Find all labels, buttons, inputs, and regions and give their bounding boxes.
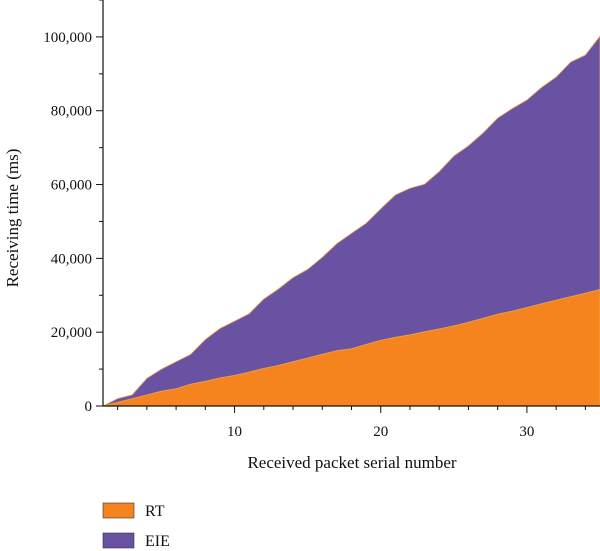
legend-swatch-rt xyxy=(102,502,135,519)
x-axis-title: Received packet serial number xyxy=(247,453,456,472)
x-tick-label: 20 xyxy=(373,424,388,440)
legend: RT EIE xyxy=(102,502,170,550)
y-axis-title: Receiving time (ms) xyxy=(3,149,22,288)
area-eie xyxy=(102,35,600,407)
y-tick-label: 100,000 xyxy=(43,30,92,46)
y-tick-label: 60,000 xyxy=(51,178,92,194)
x-axis-ticks: 10 20 30 xyxy=(117,406,586,440)
x-tick-label: 30 xyxy=(519,424,534,440)
plot-area xyxy=(102,35,600,407)
y-tick-label: 80,000 xyxy=(51,104,92,120)
y-axis-ticks: 0 20,000 40,000 60,000 80,000 100,000 xyxy=(43,0,103,415)
y-tick-label: 0 xyxy=(85,399,93,415)
x-tick-label: 10 xyxy=(227,424,242,440)
y-tick-label: 40,000 xyxy=(51,251,92,267)
legend-swatch-eie xyxy=(102,532,135,549)
legend-label-eie: EIE xyxy=(145,533,170,550)
y-tick-label: 20,000 xyxy=(51,325,92,341)
legend-label-rt: RT xyxy=(145,503,165,520)
